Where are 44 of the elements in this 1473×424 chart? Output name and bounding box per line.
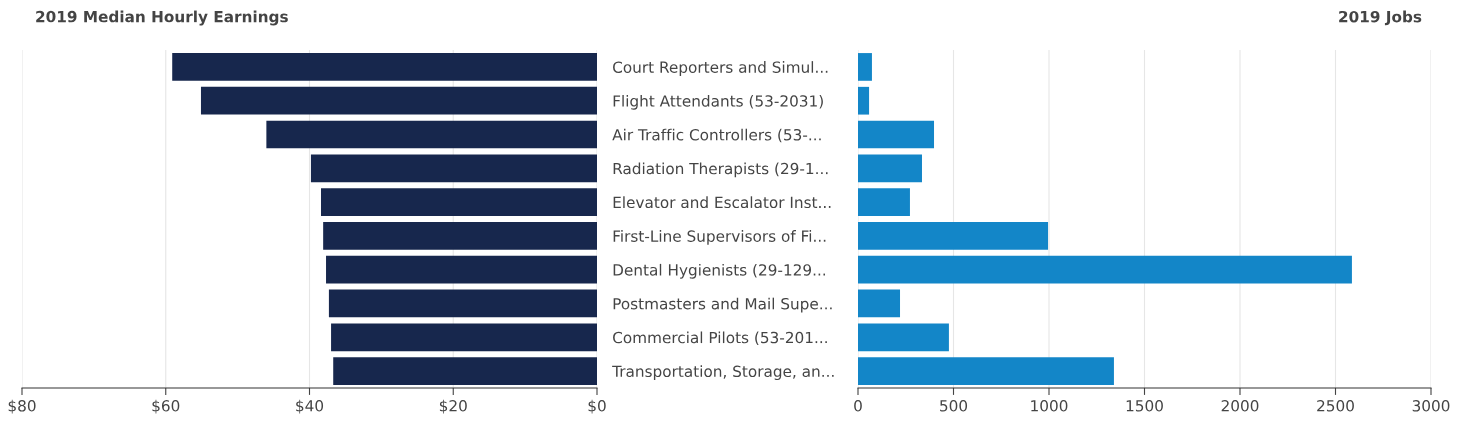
x-tick-label: 1500 [1126,400,1163,412]
x-tick-label: $20 [439,399,467,414]
bar [326,255,597,284]
y-tick-label: Transportation, Storage, an... [612,365,834,381]
bar [331,323,597,352]
y-tick-label: First-Line Supervisors of Fi... [613,230,826,245]
y-tick-label: Flight Attendants (53-2031) [613,94,823,110]
chart-title: 2019 Jobs [1339,10,1422,26]
bar [200,86,597,115]
bar [858,222,1049,250]
y-tick-label: Commercial Pilots (53-201... [613,331,827,346]
x-tick-label: $60 [152,399,180,414]
y-tick-label: Dental Hygienists (29-129... [613,263,826,279]
bar [333,357,597,385]
x-tick-label: 0 [854,400,862,412]
bar [172,53,597,81]
y-tick-label: Court Reporters and Simul... [613,61,828,76]
x-tick-label: 500 [940,400,968,412]
bar [858,255,1352,284]
bar [328,289,597,318]
bar [858,120,935,149]
bar [858,53,872,81]
y-tick-label: Elevator and Escalator Inst... [613,196,831,209]
x-tick-label: $40 [296,399,324,414]
bar [321,188,597,216]
y-tick-label: Air Traffic Controllers (53-... [612,128,821,143]
bar [858,86,870,115]
x-tick-label: 3000 [1412,400,1450,412]
bar [858,188,910,216]
bar [323,222,597,250]
y-tick-label: Postmasters and Mail Supe... [613,297,832,313]
y-tick-label: Radiation Therapists (29-1... [613,162,828,178]
bar [858,357,1114,385]
bar [266,120,597,149]
x-tick-label: $0 [588,399,606,414]
x-tick-label: 1000 [1031,400,1068,412]
bar [858,323,949,352]
x-tick-label: 2500 [1317,400,1354,412]
x-tick-label: $80 [8,399,36,414]
bar [310,154,597,183]
x-tick-label: 2000 [1221,400,1259,412]
bar [858,289,901,318]
bar [858,154,922,183]
chart-title: 2019 Median Hourly Earnings [36,10,288,26]
